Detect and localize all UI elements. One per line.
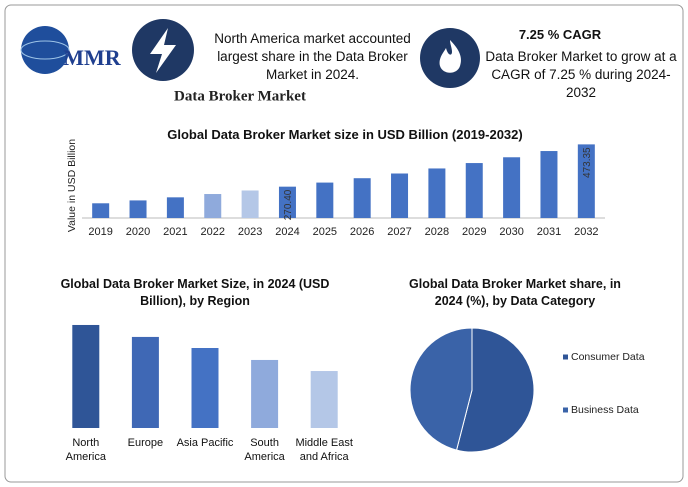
chart-title: Global Data Broker Market share, in 2024… xyxy=(409,277,621,308)
bar xyxy=(577,144,595,218)
x-tick-label: 2031 xyxy=(537,226,561,238)
legend-swatch xyxy=(563,407,568,413)
bar xyxy=(72,324,100,428)
x-tick-label: Asia Pacific xyxy=(176,437,234,449)
x-tick-label: 2030 xyxy=(499,226,523,238)
bar xyxy=(540,151,558,218)
x-tick-label: 2032 xyxy=(574,226,598,238)
bar xyxy=(310,371,338,428)
logo-text: MMR xyxy=(63,45,122,70)
x-tick-label: 2029 xyxy=(462,226,486,238)
frame xyxy=(4,4,684,483)
x-tick-label: 2023 xyxy=(238,226,262,238)
pie-slice xyxy=(409,327,473,451)
bar xyxy=(391,173,409,218)
chart-title: Global Data Broker Market size in USD Bi… xyxy=(167,127,523,142)
x-tick-label: 2021 xyxy=(163,226,187,238)
x-tick-label: 2028 xyxy=(425,226,449,238)
bar xyxy=(129,200,147,218)
bar xyxy=(191,348,219,428)
x-tick-label: 2026 xyxy=(350,226,374,238)
chart-title: Global Data Broker Market Size, in 2024 … xyxy=(60,277,330,308)
highlight: Data Broker Market to grow at a CAGR of … xyxy=(485,49,677,100)
x-tick-label: North America xyxy=(65,437,106,463)
logo-orbit xyxy=(20,40,70,60)
x-tick-label: 2025 xyxy=(313,226,337,238)
highlight-title: 7.25 % CAGR xyxy=(518,27,602,42)
bar xyxy=(503,157,521,218)
bar xyxy=(204,194,222,218)
icon-bolt xyxy=(150,28,176,73)
x-tick-label: 2022 xyxy=(201,226,225,238)
x-tick-label: 2019 xyxy=(88,226,112,238)
bar xyxy=(428,168,446,218)
x-tick-label: South America xyxy=(244,437,285,463)
legend-swatch xyxy=(563,354,568,360)
page-title: Data Broker Market xyxy=(174,88,306,104)
value-label: 473.35 xyxy=(582,147,593,178)
icon-flame xyxy=(439,40,461,73)
bar xyxy=(131,336,159,428)
bar xyxy=(92,203,110,218)
x-tick-label: 2024 xyxy=(275,226,299,238)
y-axis-label: Value in USD Billion xyxy=(66,139,78,232)
bar xyxy=(241,190,259,218)
bar xyxy=(251,359,279,428)
highlight: North America market accounted largest s… xyxy=(214,31,411,82)
bar xyxy=(465,163,483,218)
legend-label: Business Data xyxy=(571,404,639,416)
legend-label: Consumer Data xyxy=(571,351,645,363)
x-tick-label: Europe xyxy=(127,437,164,449)
x-tick-label: Middle East and Africa xyxy=(295,437,353,463)
bar xyxy=(316,182,334,218)
logo-globe xyxy=(21,26,69,74)
bar xyxy=(166,197,184,218)
value-label: 270.40 xyxy=(283,189,294,220)
x-tick-label: 2020 xyxy=(126,226,150,238)
bar xyxy=(353,178,371,218)
x-tick-label: 2027 xyxy=(387,226,411,238)
pie-slice xyxy=(455,327,535,453)
bar xyxy=(278,186,296,218)
